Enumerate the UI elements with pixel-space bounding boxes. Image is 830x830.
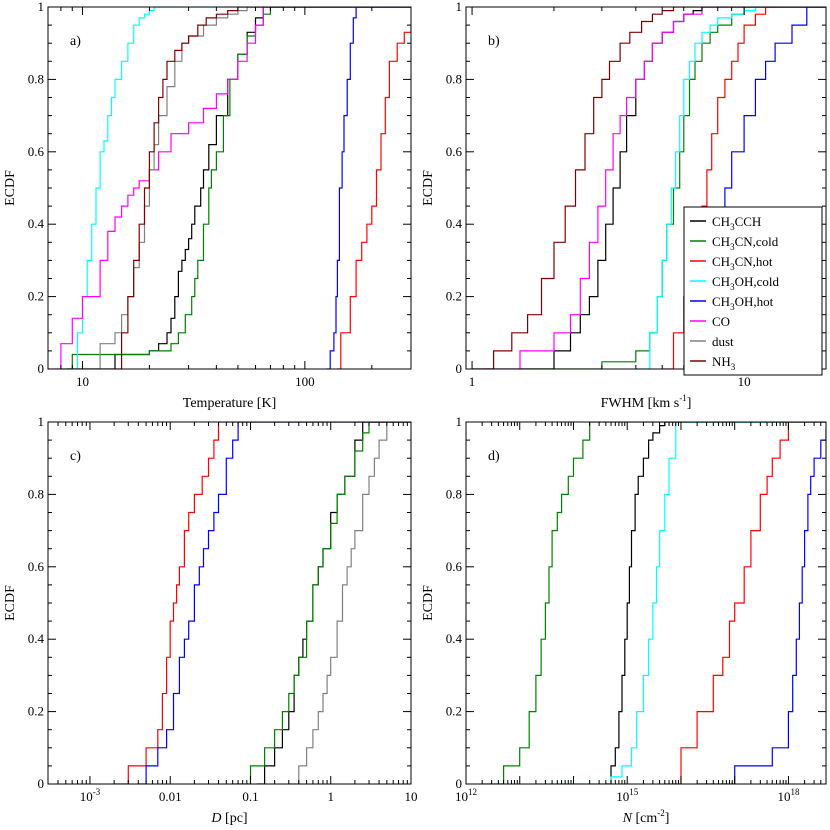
y-tick-label: 0.8 (28, 71, 44, 86)
y-tick-label: 0.4 (446, 216, 463, 231)
legend-label-ch3cn-hot: CH3CN,hot (712, 254, 773, 272)
y-tick-label: 0.8 (446, 71, 462, 86)
x-tick-label: 100 (295, 374, 315, 389)
y-tick-label: 0 (38, 776, 45, 791)
series-ch3cn-hot (337, 24, 411, 369)
legend-label-ch3cch: CH3CCH (712, 214, 761, 232)
y-axis-label: ECDF (3, 585, 18, 621)
y-tick-label: 0.8 (28, 486, 44, 501)
x-tick-label: 0.01 (159, 789, 182, 804)
y-tick-label: 0.6 (28, 559, 45, 574)
x-tick-label: 1015 (616, 787, 639, 804)
y-axis-label: ECDF (3, 170, 18, 206)
x-tick-label: 1018 (777, 787, 800, 804)
legend-label-ch3oh-hot: CH3OH,hot (712, 294, 774, 312)
y-tick-label: 0.6 (446, 144, 463, 159)
y-tick-label: 0 (456, 776, 463, 791)
y-tick-label: 1 (456, 414, 463, 429)
y-tick-label: 0.2 (28, 704, 44, 719)
series-ch3oh-hot (326, 7, 411, 369)
series-co (48, 7, 411, 369)
series-ch3oh-cold (635, 7, 826, 369)
legend-label-ch3cn-cold: CH3CN,cold (712, 234, 779, 252)
legend-label-co: CO (712, 314, 730, 329)
series-ch3cn-hot (664, 422, 826, 784)
x-axis-label: Temperature [K] (183, 396, 276, 411)
y-tick-label: 0.4 (28, 216, 45, 231)
y-tick-label: 0.4 (28, 631, 45, 646)
panel-label: a) (70, 34, 81, 49)
x-tick-label: 10 (76, 374, 89, 389)
x-tick-label: 10 (405, 789, 418, 804)
y-tick-label: 0.2 (446, 289, 462, 304)
x-tick-label: 10-3 (80, 787, 101, 804)
legend-label-nh3: NH3 (712, 354, 736, 372)
series-ch3oh-cold (535, 422, 826, 784)
y-tick-label: 1 (38, 414, 45, 429)
series-dust (288, 422, 411, 784)
series-co (483, 7, 826, 369)
panel-b: 0 0.2 0.4 0.6 0.8 1 1 10 ECDF FWHM [km s-1] b) CH3C… (421, 0, 827, 411)
series-ch3cn-cold (482, 422, 826, 784)
legend-label-ch3oh-cold: CH3OH,cold (712, 274, 779, 292)
y-tick-label: 0.6 (28, 144, 45, 159)
legend-label-dust: dust (712, 334, 734, 349)
panel-c: 0 0.2 0.4 0.6 0.8 1 10-3 0.01 0.1 1 10 ECDF D [pc] c) (3, 414, 418, 826)
x-tick-label: 10 (738, 374, 751, 389)
x-tick-label: 1012 (455, 787, 477, 804)
series-nh3 (472, 7, 826, 369)
panel-a: 0 0.2 0.4 0.6 0.8 1 10 100 ECDF Temperature [K] a) (3, 0, 412, 411)
x-axis-label: FWHM [km s-1] (601, 393, 692, 411)
y-tick-label: 0 (456, 361, 463, 376)
y-tick-label: 1 (456, 0, 463, 14)
panel-d: 0 0.2 0.4 0.6 0.8 1 1012 1015 1018 ECDF N [cm-2] d) (421, 414, 827, 826)
x-tick-label: 1 (327, 789, 334, 804)
x-tick-label: 0.1 (242, 789, 258, 804)
legend-box (683, 206, 823, 376)
panel-label: c) (70, 449, 81, 464)
panel-label: b) (488, 34, 500, 49)
y-tick-label: 0.4 (446, 631, 463, 646)
y-tick-label: 0 (38, 361, 45, 376)
series-ch3cn-cold (232, 422, 411, 784)
y-tick-label: 0.2 (446, 704, 462, 719)
series-ch3oh-cold (72, 7, 411, 369)
series-ch3cn-cold (60, 7, 411, 369)
series-dust (72, 7, 411, 369)
y-tick-label: 1 (38, 0, 45, 14)
series-ch3cch (605, 422, 826, 784)
x-axis-label: N [cm-2] (622, 808, 670, 826)
series-nh3 (115, 7, 411, 369)
series-ch3oh-hot (138, 422, 411, 784)
legend: CH3CCH CH3CN,cold CH3CN,hot CH3OH,cold CH3OH… (683, 206, 823, 376)
plot-frame (47, 421, 412, 785)
panel-label: d) (488, 449, 500, 464)
y-tick-label: 0.6 (446, 559, 463, 574)
x-tick-label: 1 (469, 374, 476, 389)
plot-frame (47, 6, 412, 370)
series-ch3oh-hot (697, 428, 826, 784)
x-axis-label: D [pc] (210, 811, 247, 826)
series-ch3cn-hot (114, 422, 411, 784)
y-axis-label: ECDF (421, 170, 436, 206)
y-tick-label: 0.2 (28, 289, 44, 304)
y-axis-label: ECDF (421, 585, 436, 621)
y-tick-label: 0.8 (446, 486, 462, 501)
